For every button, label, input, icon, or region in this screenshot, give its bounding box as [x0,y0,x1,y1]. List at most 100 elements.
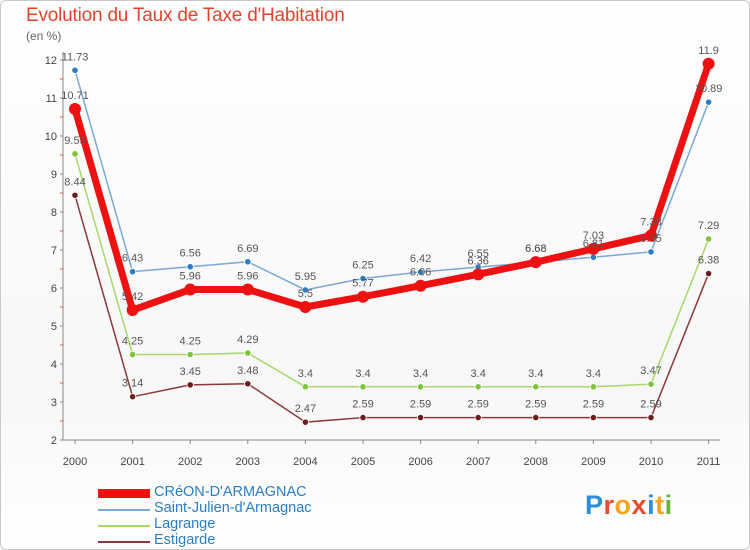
data-point [69,103,81,116]
data-point [589,413,598,422]
chart-legend: CRéON-D'ARMAGNAC Saint-Julien-d'Armagnac… [98,484,398,550]
data-point [416,383,425,391]
data-label: 6.42 [410,253,431,265]
data-point [357,290,369,303]
data-label: 2.59 [467,399,488,411]
data-label: 6.36 [467,255,488,267]
data-point [474,383,482,391]
legend-item-saint-julien[interactable]: Saint-Julien-d'Armagnac [98,500,398,518]
x-tick-label: 2008 [524,456,548,468]
data-label: 4.25 [122,336,143,348]
data-point [704,235,713,243]
y-tick-label: 7 [51,245,57,257]
data-label: 6.25 [352,260,373,272]
y-tick-label: 10 [45,131,57,143]
series-line-3 [74,194,710,423]
data-point [359,274,367,283]
proxiti-logo: Proxiti [585,490,673,521]
data-label: 3.4 [355,368,370,380]
data-point [704,269,713,278]
data-point [532,413,540,422]
data-point [129,350,137,359]
y-tick-label: 9 [51,169,57,181]
chart-title: Evolution du Taux de Taxe d'Habitation [26,5,345,26]
data-label: 10.89 [695,83,723,95]
data-point [186,263,194,271]
data-point [186,381,194,389]
y-tick-label: 11 [46,93,57,105]
data-point [71,66,79,74]
x-tick-label: 2003 [236,456,260,468]
data-point [71,150,79,158]
data-label: 5.77 [352,278,373,290]
data-label: 3.48 [237,365,258,377]
data-label: 6.06 [410,267,431,279]
data-label: 6.43 [122,253,143,265]
data-label: 6.68 [525,243,546,255]
logo-letter: r [603,490,615,520]
data-point [647,413,655,422]
x-tick-label: 2002 [178,456,202,468]
data-point [416,413,425,422]
data-point [529,256,542,269]
data-point [244,258,252,266]
data-label: 11.73 [62,51,89,63]
data-label: 2.59 [583,399,604,411]
data-label: 6.56 [179,248,200,260]
data-point [359,383,367,391]
data-label: 3.4 [586,368,601,380]
legend-label: Lagrange [154,516,216,532]
legend-item-creon[interactable]: CRéON-D'ARMAGNAC [98,484,398,502]
legend-label: Saint-Julien-d'Armagnac [154,500,312,516]
data-label: 3.47 [640,365,661,377]
data-label: 6.69 [237,243,258,255]
y-tick-label: 5 [51,321,57,333]
data-point [416,268,425,276]
legend-item-lagrange[interactable]: Lagrange [98,516,398,534]
data-point [129,393,137,401]
data-point [647,248,655,256]
data-label: 6.68 [525,243,546,255]
data-point [702,57,715,70]
data-label: 3.14 [122,378,143,390]
data-label: 6.38 [698,255,719,267]
data-point [647,380,655,388]
x-tick-label: 2007 [466,456,490,468]
data-label: 3.4 [528,368,543,380]
data-point [299,301,312,313]
y-tick-label: 12 [45,55,57,67]
data-label: 4.25 [179,336,200,348]
data-label: 9.53 [64,135,85,147]
data-label: 2.59 [525,399,546,411]
legend-item-estigarde[interactable]: Estigarde [98,532,398,550]
data-label: 6.95 [640,233,661,245]
data-point [414,279,427,292]
data-label: 7.38 [640,217,661,229]
legend-swatch-estigarde [98,541,150,543]
data-point [472,268,485,281]
data-point [244,380,252,388]
logo-letter: t [655,490,665,520]
data-point [241,283,254,296]
data-point [474,413,482,422]
data-label: 2.59 [640,399,661,411]
logo-letter: o [614,490,632,520]
data-label: 6.55 [467,248,488,260]
x-tick-label: 2004 [293,456,317,468]
data-point [301,383,309,391]
data-label: 5.96 [237,271,258,283]
legend-swatch-creon [98,489,150,498]
data-point [645,229,657,242]
data-label: 3.4 [298,368,313,380]
legend-swatch-saint-julien [98,509,150,511]
data-label: 5.95 [295,271,316,283]
y-axis-unit-label: (en %) [26,29,62,43]
data-point [186,350,194,359]
y-tick-label: 3 [51,397,57,409]
data-label: 6.81 [583,238,604,250]
y-tick-label: 4 [51,359,57,371]
data-point [301,418,309,426]
data-label: 7.29 [698,220,719,232]
data-point [184,283,197,296]
x-tick-label: 2011 [697,456,721,468]
